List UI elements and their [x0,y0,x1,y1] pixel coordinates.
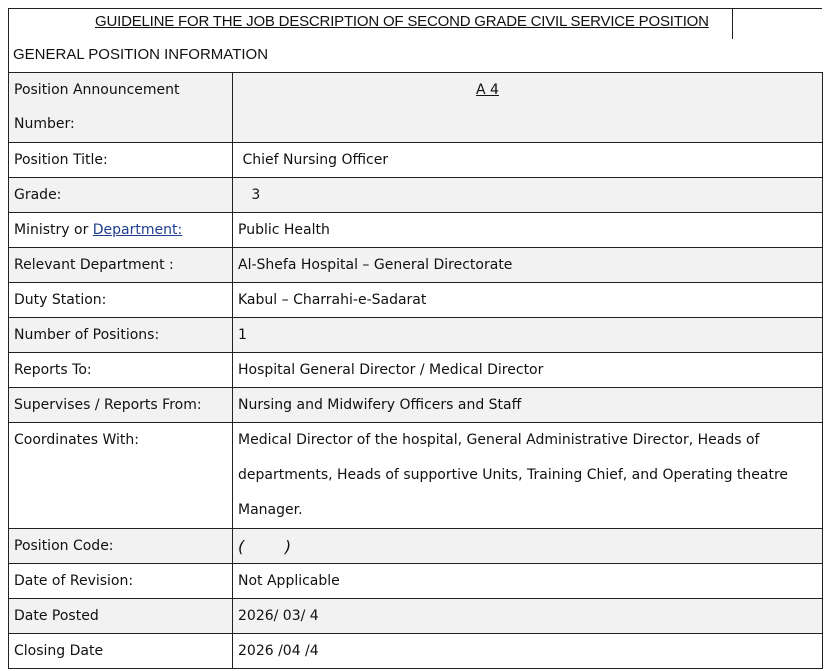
table-row: Ministry or Department: Public Health [8,212,823,248]
row-label: Date Posted [8,598,233,634]
row-value: Public Health [232,212,823,248]
row-value: Chief Nursing Officer [232,142,823,178]
announcement-number: A 4 [476,82,499,98]
department-link[interactable]: Department: [92,222,183,238]
title-divider [732,9,733,39]
table-row: Grade: 3 [8,177,823,213]
row-value: 2026/ 03/ 4 [232,598,823,634]
row-label: Position Code: [8,528,233,564]
table-row: Duty Station: Kabul – Charrahi-e-Sadarat [8,282,823,318]
section-heading: GENERAL POSITION INFORMATION [8,39,822,72]
row-label: Relevant Department : [8,247,233,283]
row-value: Kabul – Charrahi-e-Sadarat [232,282,823,318]
row-value: 1 [232,317,823,353]
table-row: Reports To: Hospital General Director / M… [8,352,823,388]
row-value: 2026 /04 /4 [232,633,823,669]
row-value: A 4 [232,72,823,143]
table-row: Coordinates With: Medical Director of the… [8,422,823,529]
table-row: Closing Date 2026 /04 /4 [8,633,823,669]
document-title: GUIDELINE FOR THE JOB DESCRIPTION OF SEC… [95,13,709,30]
job-description-document: GUIDELINE FOR THE JOB DESCRIPTION OF SEC… [8,8,823,669]
table-row: Relevant Department : Al-Shefa Hospital –… [8,247,823,283]
row-value: 3 [232,177,823,213]
row-label: Ministry or Department: [8,212,233,248]
row-value: Medical Director of the hospital, Genera… [232,422,823,529]
table-row: Position Title: Chief Nursing Officer [8,142,823,178]
table-row: Supervises / Reports From: Nursing and Mi… [8,387,823,423]
row-label: Supervises / Reports From: [8,387,233,423]
row-label: Grade: [8,177,233,213]
row-value: Al-Shefa Hospital – General Directorate [232,247,823,283]
position-info-table: Position Announcement Number: A 4 Positio… [8,72,823,669]
table-row: Position Announcement Number: A 4 [8,72,823,143]
position-code: ( ) [232,528,823,564]
row-label: Reports To: [8,352,233,388]
table-row: Position Code:( ) [8,528,823,564]
row-label: Position Title: [8,142,233,178]
table-row: Date Posted 2026/ 03/ 4 [8,598,823,634]
row-value: Not Applicable [232,563,823,599]
row-label: Closing Date [8,633,233,669]
table-row: Date of Revision: Not Applicable [8,563,823,599]
row-label: Coordinates With: [8,422,233,529]
row-label: Number of Positions: [8,317,233,353]
row-label: Duty Station: [8,282,233,318]
row-label: Position Announcement Number: [8,72,233,143]
row-value: Hospital General Director / Medical Dire… [232,352,823,388]
document-title-row: GUIDELINE FOR THE JOB DESCRIPTION OF SEC… [8,8,822,39]
row-label: Date of Revision: [8,563,233,599]
row-value: Nursing and Midwifery Officers and Staff [232,387,823,423]
table-row: Number of Positions: 1 [8,317,823,353]
